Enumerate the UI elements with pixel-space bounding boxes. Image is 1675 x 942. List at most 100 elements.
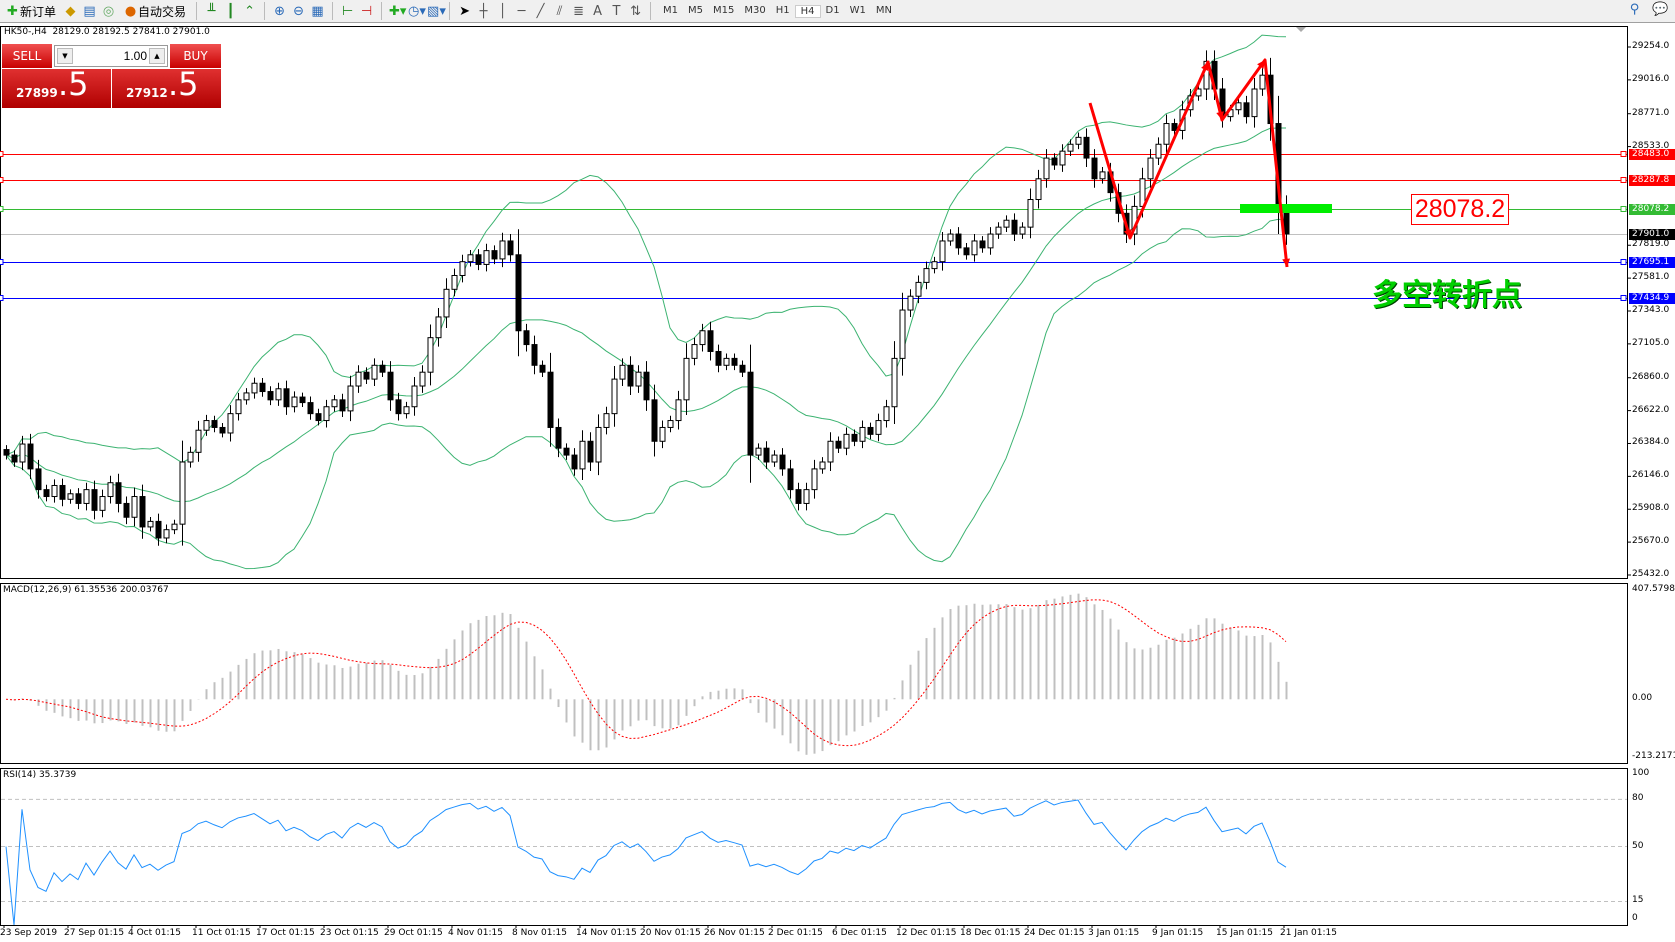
pivot-zone-marker[interactable] bbox=[1240, 204, 1332, 213]
sell-price-button[interactable]: 27899.5 bbox=[2, 65, 111, 108]
buy-button[interactable]: BUY bbox=[170, 44, 221, 68]
bar-chart-icon[interactable]: ╨ bbox=[207, 3, 216, 19]
candle bbox=[419, 365, 426, 393]
separator bbox=[650, 2, 652, 20]
candle bbox=[763, 441, 770, 469]
candle bbox=[723, 353, 730, 371]
date-label: 21 Jan 01:15 bbox=[1280, 928, 1337, 938]
candle bbox=[667, 415, 674, 433]
price-tick-label: 26622.0 bbox=[1632, 404, 1670, 415]
price-annotation-box[interactable]: 28078.2 bbox=[1411, 194, 1509, 225]
candle bbox=[731, 353, 738, 371]
chart-shift-icon[interactable]: ⊣ bbox=[360, 3, 373, 19]
candle bbox=[243, 388, 250, 405]
vertical-line-icon[interactable]: │ bbox=[498, 3, 507, 19]
level-handle[interactable] bbox=[0, 177, 4, 183]
date-label: 26 Nov 01:15 bbox=[704, 928, 765, 938]
buy-price-button[interactable]: 27912.5 bbox=[112, 65, 221, 108]
sell-button[interactable]: SELL bbox=[2, 44, 52, 68]
level-handle[interactable] bbox=[0, 295, 4, 301]
candle bbox=[67, 489, 74, 504]
navigator-icon[interactable]: ◎ bbox=[102, 3, 115, 19]
candle bbox=[827, 432, 834, 471]
line-chart-icon[interactable]: ⌃ bbox=[244, 3, 255, 19]
chart-shift-marker[interactable] bbox=[1296, 27, 1306, 32]
timeframe-d1[interactable]: D1 bbox=[825, 4, 840, 16]
horizontal-line-icon[interactable]: ─ bbox=[517, 3, 526, 19]
crosshair-icon[interactable]: ┼ bbox=[479, 3, 488, 19]
timeframe-h1[interactable]: H1 bbox=[775, 4, 790, 16]
fibonacci-icon[interactable]: ≣ bbox=[573, 3, 584, 19]
auto-trading-button[interactable]: ● 自动交易 bbox=[120, 1, 189, 21]
decrease-lot-button[interactable]: ▼ bbox=[57, 48, 73, 64]
candle bbox=[619, 358, 626, 387]
level-handle[interactable] bbox=[1620, 177, 1627, 183]
level-handle[interactable] bbox=[0, 259, 4, 265]
timeframe-m30[interactable]: M30 bbox=[744, 4, 766, 16]
chat-icon[interactable]: 💬 bbox=[1652, 2, 1669, 17]
candle bbox=[179, 440, 186, 546]
candlestick-icon[interactable]: ┃ bbox=[226, 3, 235, 19]
candle bbox=[707, 321, 714, 361]
level-handle[interactable] bbox=[1620, 151, 1627, 157]
text-label-icon[interactable]: T bbox=[612, 3, 621, 19]
candle bbox=[435, 307, 442, 347]
equidistant-channel-icon[interactable]: ⫽ bbox=[556, 3, 563, 19]
candle bbox=[483, 243, 490, 272]
cursor-icon[interactable]: ➤ bbox=[459, 3, 470, 19]
date-label: 27 Sep 01:15 bbox=[64, 928, 125, 938]
one-click-trading-panel: SELL ▼ ▲ BUY 27899.5 27912.5 bbox=[2, 44, 221, 108]
price-tick-label: 29254.0 bbox=[1632, 41, 1670, 51]
level-handle[interactable] bbox=[1620, 206, 1627, 212]
level-handle[interactable] bbox=[1620, 295, 1627, 301]
tile-windows-icon[interactable]: ▦ bbox=[311, 3, 324, 19]
new-order-button[interactable]: ✚ 新订单 bbox=[2, 1, 59, 21]
level-handle[interactable] bbox=[0, 206, 4, 212]
candle bbox=[395, 392, 402, 421]
candle bbox=[299, 392, 306, 408]
timeframe-m1[interactable]: M1 bbox=[663, 4, 679, 16]
timeframe-mn[interactable]: MN bbox=[875, 4, 892, 16]
candle bbox=[1091, 149, 1098, 188]
candle bbox=[363, 367, 370, 384]
pivot-annotation-text[interactable]: 多空转折点 bbox=[1372, 278, 1522, 313]
candle bbox=[947, 229, 954, 246]
price-tick-label: 26146.0 bbox=[1632, 470, 1670, 481]
arrows-icon[interactable]: ⇅ bbox=[630, 3, 641, 19]
candle bbox=[531, 335, 538, 375]
lot-size-stepper[interactable]: ▼ ▲ bbox=[54, 45, 168, 67]
timeframe-h4[interactable]: H4 bbox=[794, 4, 821, 18]
candle bbox=[971, 234, 978, 262]
timeframe-m5[interactable]: M5 bbox=[688, 4, 704, 16]
text-icon[interactable]: A bbox=[593, 3, 602, 19]
level-handle[interactable] bbox=[1620, 259, 1627, 265]
candle bbox=[643, 361, 650, 411]
candle bbox=[987, 227, 994, 255]
autoscroll-icon[interactable]: ⊢ bbox=[341, 3, 354, 19]
price-tick-label: 29016.0 bbox=[1632, 73, 1670, 84]
timeframe-m15[interactable]: M15 bbox=[713, 4, 735, 16]
increase-lot-button[interactable]: ▲ bbox=[149, 48, 165, 64]
candle bbox=[227, 405, 234, 442]
trend-arrow-path[interactable] bbox=[1088, 58, 1289, 268]
templates-icon[interactable]: ▧▾ bbox=[427, 3, 446, 19]
lot-size-input[interactable] bbox=[75, 47, 147, 65]
indicators-icon[interactable]: ✚▾ bbox=[389, 3, 407, 19]
macd-tick-label: -213.2171 bbox=[1632, 751, 1675, 761]
search-icon[interactable]: ⚲ bbox=[1629, 2, 1640, 17]
timeframe-w1[interactable]: W1 bbox=[849, 4, 866, 16]
macd-pane bbox=[0, 583, 1628, 764]
zoom-out-icon[interactable]: ⊖ bbox=[293, 3, 304, 19]
candle bbox=[123, 496, 130, 525]
zoom-in-icon[interactable]: ⊕ bbox=[274, 3, 285, 19]
toolbar: ✚ 新订单 ◆ ▤ ◎ ● 自动交易 ╨ ┃ ⌃ ⊕ ⊖ ▦ ⊢ ⊣ ✚▾ ◷▾ ▧… bbox=[0, 0, 1675, 23]
level-handle[interactable] bbox=[0, 151, 4, 157]
separator bbox=[332, 2, 334, 20]
level-price-tag: 28287.8 bbox=[1629, 174, 1675, 186]
candle bbox=[75, 488, 82, 510]
market-watch-icon[interactable]: ◆ bbox=[65, 3, 76, 19]
data-window-icon[interactable]: ▤ bbox=[83, 3, 96, 19]
trendline-icon[interactable]: ╱ bbox=[536, 3, 545, 19]
periods-icon[interactable]: ◷▾ bbox=[408, 3, 426, 19]
